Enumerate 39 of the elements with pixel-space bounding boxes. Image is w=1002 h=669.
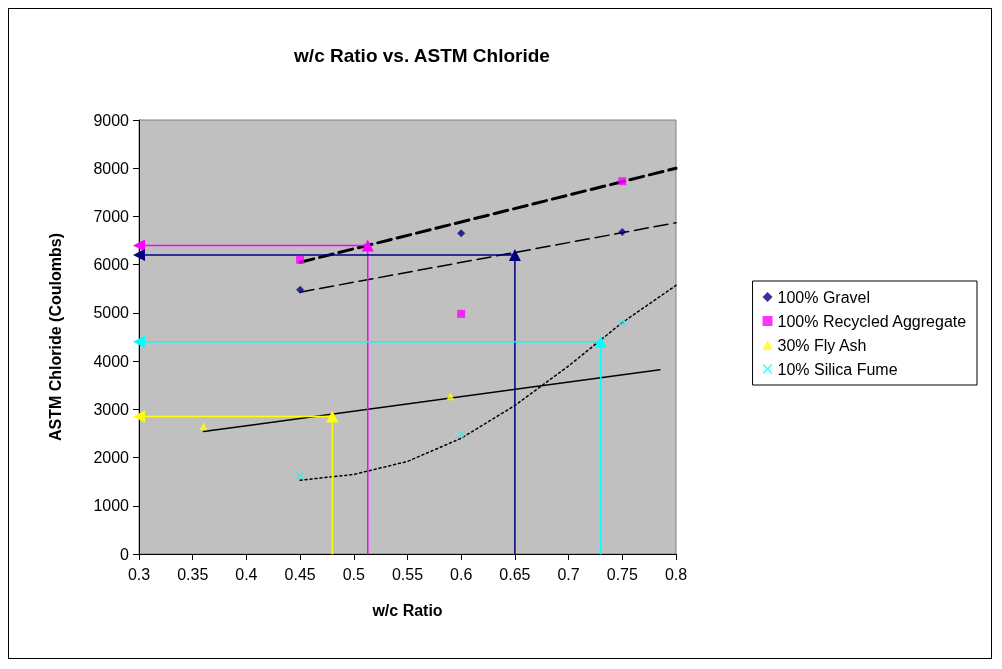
chart-title: w/c Ratio vs. ASTM Chloride: [293, 45, 550, 66]
point: [296, 255, 305, 264]
x-tick-label: 0.8: [664, 565, 688, 583]
legend-label: 30% Fly Ash: [777, 336, 867, 354]
y-tick-label: 4000: [93, 352, 130, 370]
x-tick-label: 0.6: [450, 565, 473, 583]
x-tick-label: 0.3: [127, 565, 151, 583]
point: [457, 229, 466, 238]
x-tick-label: 0.45: [284, 565, 316, 583]
point: [457, 309, 466, 318]
point: [199, 422, 208, 431]
x-tick-label: 0.4: [235, 565, 258, 583]
x-tick-label: 0.35: [177, 565, 209, 583]
y-tick-label: 1000: [93, 497, 130, 515]
legend-label: 100% Recycled Aggregate: [777, 312, 967, 330]
point: [296, 471, 305, 480]
point: [446, 392, 455, 401]
x-tick-label: 0.7: [557, 565, 580, 583]
x-tick-label: 0.75: [606, 565, 638, 583]
point: [618, 177, 627, 186]
legend-label: 100% Gravel: [777, 288, 871, 306]
y-tick-label: 8000: [93, 159, 130, 177]
point: [457, 430, 466, 439]
x-axis-title: w/c Ratio: [371, 601, 443, 619]
y-tick-label: 7000: [93, 207, 130, 225]
y-tick-label: 9000: [93, 111, 130, 129]
x-tick-label: 0.55: [391, 565, 424, 583]
y-tick-label: 0: [120, 545, 130, 563]
legend-label: 10% Silica Fume: [777, 360, 898, 378]
point: [618, 318, 627, 327]
x-tick-label: 0.65: [499, 565, 531, 583]
point: [296, 285, 305, 294]
y-tick-label: 2000: [93, 449, 130, 467]
y-tick-label: 6000: [93, 256, 130, 274]
y-tick-label: 5000: [93, 304, 130, 322]
y-axis-title: ASTM Chloride (Coulombs): [46, 233, 64, 441]
point: [618, 227, 627, 236]
y-tick-label: 3000: [93, 400, 130, 418]
x-tick-label: 0.5: [342, 565, 366, 583]
